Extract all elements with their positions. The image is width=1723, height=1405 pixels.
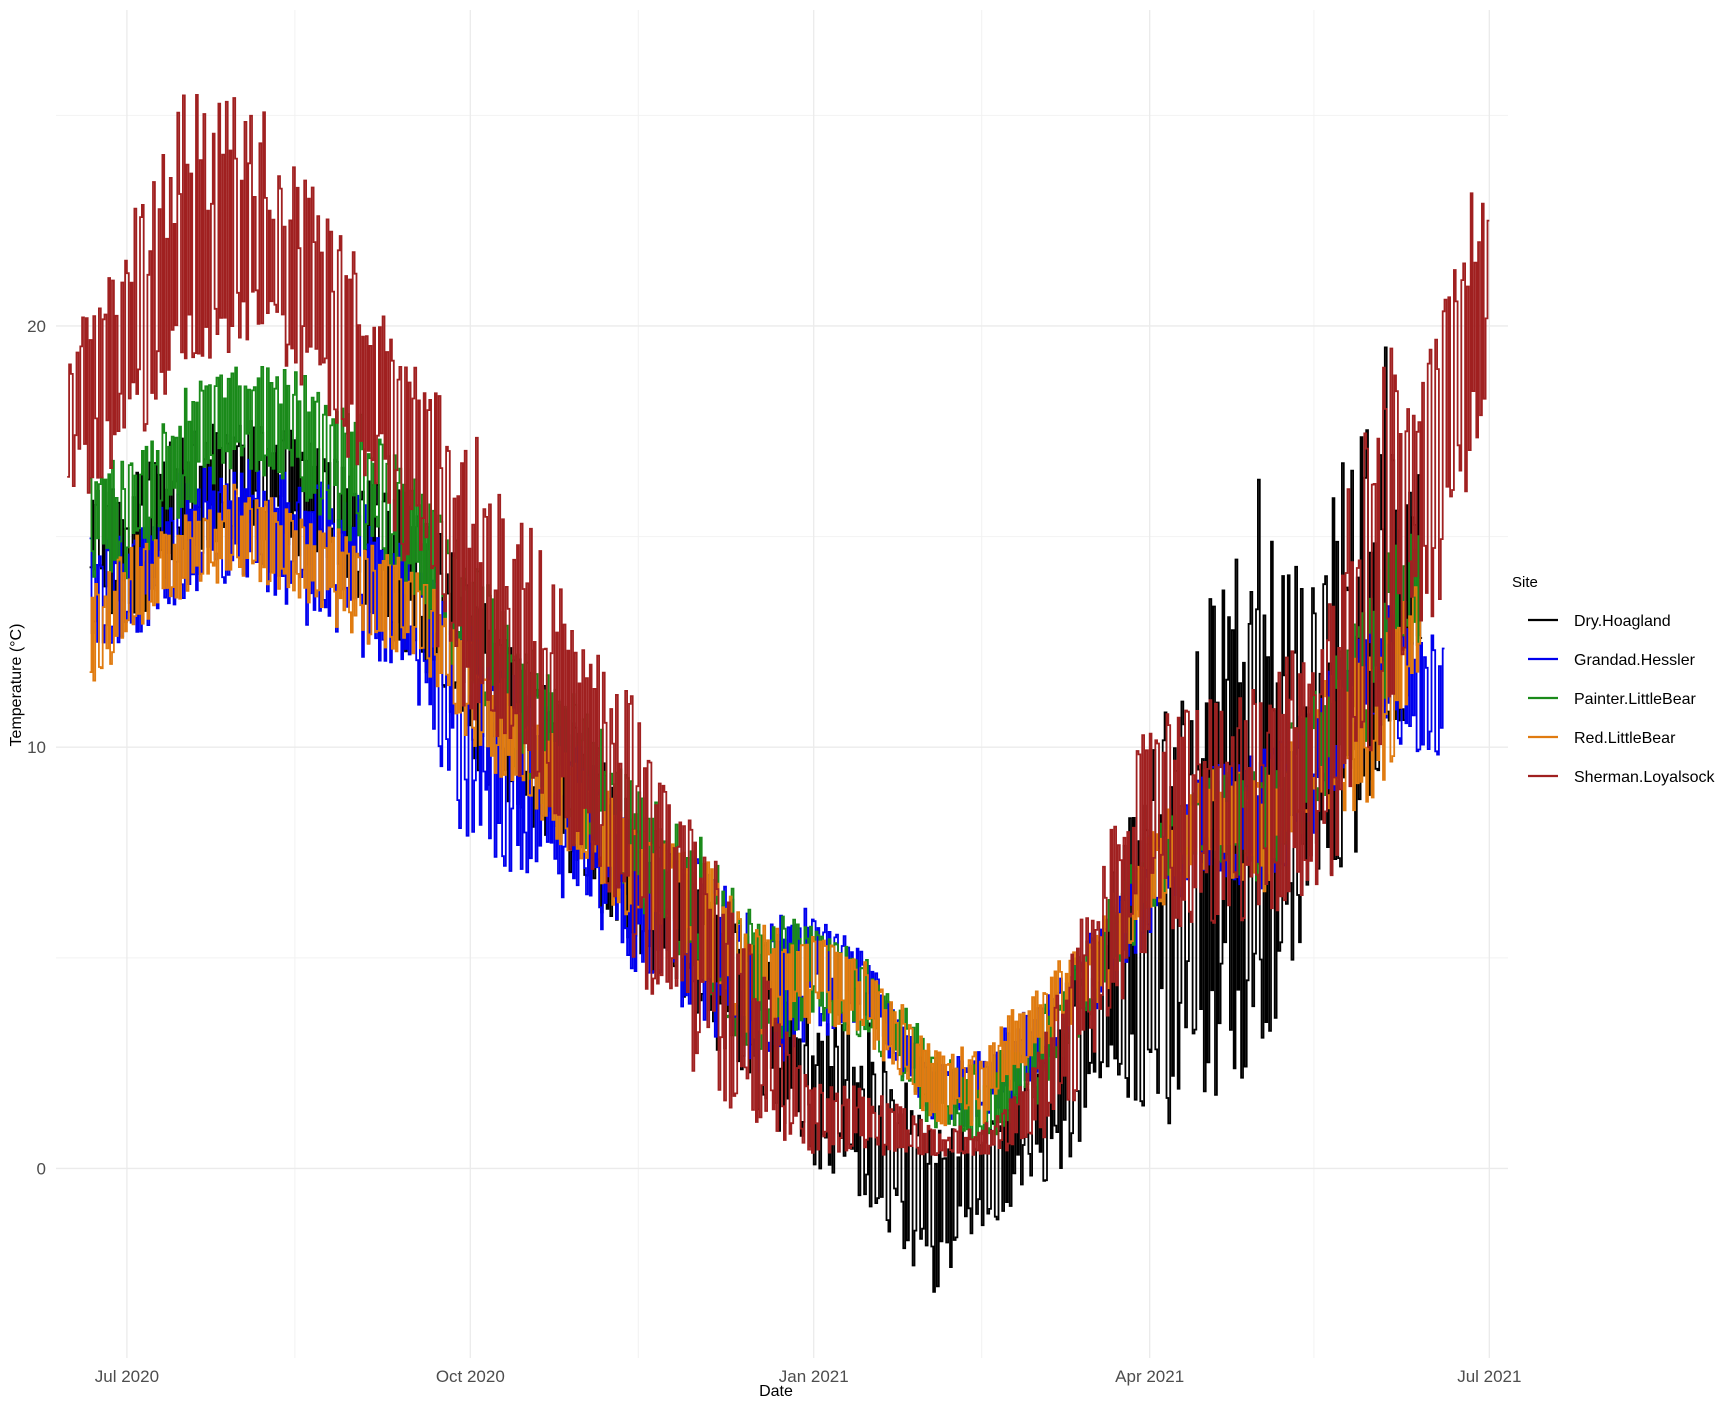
legend-item: Grandad.Hessler [1528, 652, 1696, 669]
y-tick-label: 10 [27, 738, 46, 757]
legend-label: Dry.Hoagland [1574, 613, 1671, 630]
legend-label: Red.LittleBear [1574, 730, 1676, 747]
y-axis-title: Temperature (°C) [8, 624, 25, 747]
x-tick-label: Jan 2021 [779, 1367, 849, 1386]
legend-item: Painter.LittleBear [1528, 691, 1697, 708]
y-axis-ticks: 0 10 20 [27, 317, 46, 1179]
x-axis-ticks: Jul 2020 Oct 2020 Jan 2021 Apr 2021 Jul 2021 [95, 1367, 1522, 1386]
y-tick-label: 20 [27, 317, 46, 336]
series-lines [67, 94, 1490, 1293]
x-axis-title: Date [759, 1383, 793, 1400]
series-line [67, 94, 1490, 1157]
legend-label: Sherman.Loyalsock [1574, 769, 1716, 786]
y-tick-label: 0 [37, 1159, 46, 1178]
legend-items: Dry.Hoagland Grandad.Hessler Painter.Littl… [1528, 613, 1716, 786]
legend: Site Dry.Hoagland Grandad.Hessler Painter.… [1512, 574, 1716, 786]
x-tick-label: Jul 2020 [95, 1367, 159, 1386]
legend-item: Sherman.Loyalsock [1528, 769, 1716, 786]
x-tick-label: Jul 2021 [1457, 1367, 1521, 1386]
legend-label: Grandad.Hessler [1574, 652, 1696, 669]
legend-label: Painter.LittleBear [1574, 691, 1697, 708]
x-tick-label: Apr 2021 [1115, 1367, 1184, 1386]
legend-item: Red.LittleBear [1528, 730, 1676, 747]
series-sherman-loyalsock [67, 94, 1490, 1157]
legend-title: Site [1512, 574, 1538, 591]
legend-item: Dry.Hoagland [1528, 613, 1671, 630]
x-tick-label: Oct 2020 [436, 1367, 505, 1386]
